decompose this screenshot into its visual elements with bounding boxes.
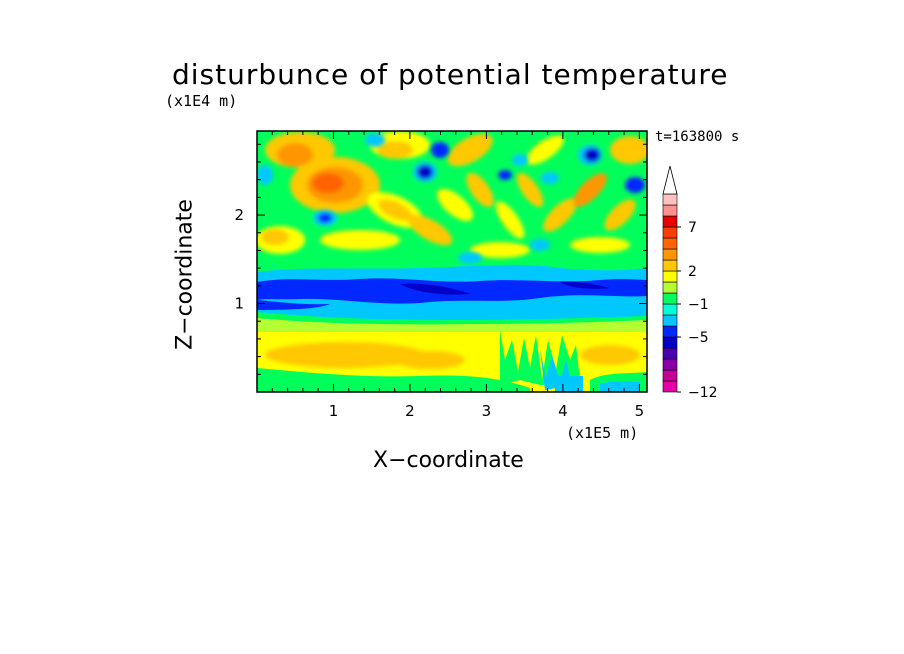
contour-field	[257, 131, 647, 392]
colorbar-label: 7	[688, 220, 697, 236]
x-tick-label: 5	[635, 402, 645, 420]
x-tick-labels: 1 2 3 4 5	[329, 402, 644, 420]
x-tick-label: 1	[329, 402, 339, 420]
colorbar-segment	[662, 358, 678, 371]
x-axis-label: X−coordinate	[373, 448, 524, 473]
colorbar-segment	[662, 325, 678, 338]
colorbar-segment	[662, 204, 678, 217]
x-scale-label: (x1E5 m)	[566, 424, 639, 442]
plot-frame	[256, 130, 648, 393]
colorbar-segment	[662, 347, 678, 360]
colorbar-segment	[662, 270, 678, 283]
y-tick-labels: 12	[234, 206, 244, 312]
colorbar-segment	[662, 314, 678, 327]
y-tick-label: 1	[234, 295, 244, 313]
colorbar-segment	[662, 292, 678, 305]
colorbar-segment	[662, 259, 678, 272]
y-tick-label: 2	[234, 206, 244, 224]
chart-title: disturbunce of potential temperature	[172, 58, 729, 91]
colorbar-labels: −12−5−127	[677, 220, 718, 401]
colorbar-label: 2	[688, 264, 697, 280]
colorbar	[662, 165, 678, 393]
y-scale-label: (x1E4 m)	[165, 92, 238, 110]
colorbar-extend-arrow	[662, 165, 678, 195]
colorbar-segment	[662, 237, 678, 250]
colorbar-segment	[662, 380, 678, 393]
colorbar-segment	[662, 369, 678, 382]
y-ticks	[257, 143, 647, 375]
colorbar-label: −5	[688, 330, 709, 346]
colorbar-segment	[662, 215, 678, 228]
colorbar-segment	[662, 303, 678, 316]
colorbar-label: −1	[688, 297, 709, 313]
time-label: t=163800 s	[655, 129, 740, 145]
x-tick-label: 4	[558, 402, 568, 420]
colorbar-segment	[662, 193, 678, 206]
colorbar-segment	[662, 336, 678, 349]
x-ticks	[271, 131, 640, 392]
colorbar-segment	[662, 248, 678, 261]
colorbar-segment	[662, 226, 678, 239]
x-tick-label: 3	[482, 402, 492, 420]
colorbar-label: −12	[688, 385, 718, 401]
x-tick-label: 2	[405, 402, 415, 420]
colorbar-segment	[662, 281, 678, 294]
